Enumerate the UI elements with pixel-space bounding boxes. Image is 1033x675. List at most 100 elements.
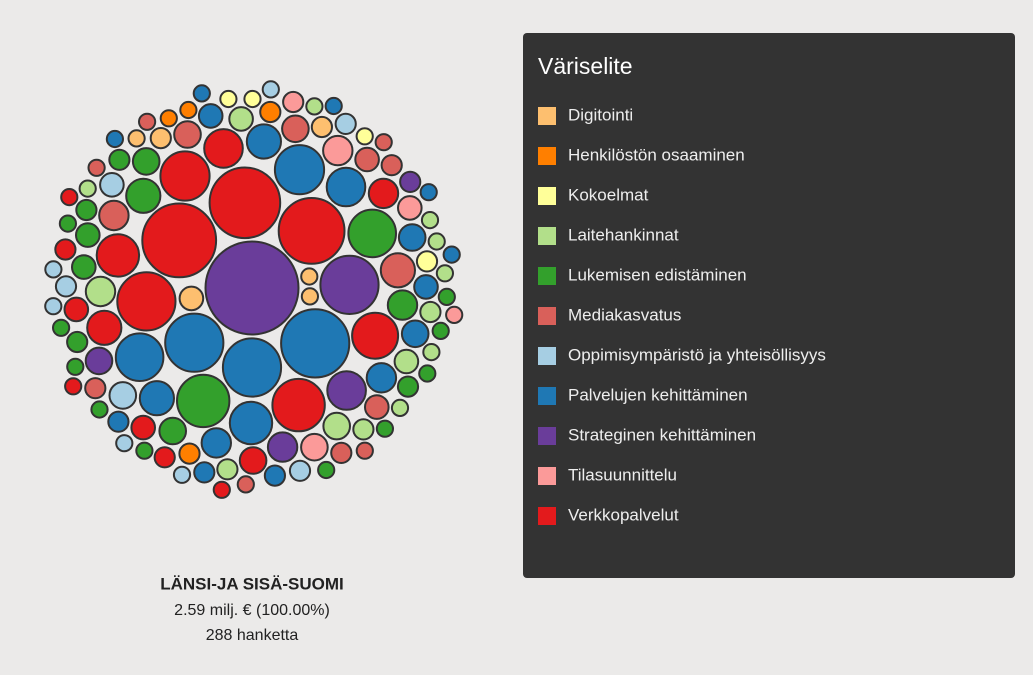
legend: Digitointi Henkilöstön osaaminen Kokoelmat… bbox=[538, 105, 826, 525]
bubble bbox=[393, 348, 420, 375]
bubble bbox=[245, 123, 282, 160]
bubble bbox=[138, 112, 157, 131]
bubble bbox=[397, 223, 427, 252]
bubble bbox=[379, 252, 416, 289]
bubble bbox=[418, 364, 437, 383]
bubble bbox=[300, 267, 319, 286]
bubble bbox=[435, 264, 454, 283]
bubble bbox=[300, 432, 329, 462]
bubble bbox=[138, 380, 175, 417]
bubble bbox=[108, 148, 131, 171]
bubble bbox=[108, 381, 138, 410]
bubble bbox=[127, 129, 146, 148]
bubble bbox=[326, 370, 367, 411]
legend-swatch bbox=[538, 307, 556, 325]
legend-swatch bbox=[538, 107, 556, 125]
bubble bbox=[324, 96, 343, 116]
bubble bbox=[442, 245, 461, 264]
legend-swatch bbox=[538, 147, 556, 165]
bubble bbox=[354, 146, 380, 173]
bubble bbox=[325, 166, 367, 208]
legend-swatch bbox=[538, 187, 556, 205]
legend-title: Väriselite bbox=[538, 53, 633, 79]
legend-swatch bbox=[538, 347, 556, 365]
bubble bbox=[84, 346, 114, 376]
bubble bbox=[365, 362, 398, 394]
bubble bbox=[90, 400, 109, 419]
bubble bbox=[178, 442, 201, 465]
bubble bbox=[355, 127, 374, 146]
bubble bbox=[54, 275, 78, 298]
bubble bbox=[400, 319, 430, 349]
bubble bbox=[114, 332, 165, 383]
bubble bbox=[355, 441, 374, 460]
bubble bbox=[445, 305, 464, 324]
bubble bbox=[52, 318, 71, 337]
bubble bbox=[107, 410, 130, 433]
bubble bbox=[200, 427, 233, 459]
bubble bbox=[95, 233, 141, 278]
bubble bbox=[259, 100, 282, 124]
bubble bbox=[351, 311, 400, 360]
bubble bbox=[334, 112, 357, 136]
bubble bbox=[228, 400, 274, 446]
legend-label: Oppimisympäristö ja yhteisöllisyys bbox=[568, 345, 826, 364]
bubble bbox=[98, 199, 130, 232]
legend-label: Henkilöstön osaaminen bbox=[568, 145, 745, 164]
bubble bbox=[288, 459, 312, 482]
bubble bbox=[173, 120, 202, 149]
bubble bbox=[271, 377, 326, 433]
bubble bbox=[322, 134, 354, 167]
bubble bbox=[131, 147, 161, 176]
legend-label: Digitointi bbox=[568, 105, 633, 124]
bubble bbox=[203, 128, 244, 169]
bubble bbox=[238, 446, 268, 475]
bubble bbox=[179, 100, 198, 120]
bubble bbox=[135, 441, 154, 460]
bubble bbox=[399, 170, 422, 193]
bubble bbox=[78, 179, 97, 198]
legend-swatch bbox=[538, 267, 556, 285]
bubble bbox=[208, 166, 282, 240]
bubble bbox=[172, 465, 192, 484]
bubble bbox=[380, 154, 403, 177]
bubble bbox=[116, 271, 177, 332]
bubble bbox=[413, 274, 439, 300]
caption-name: LÄNSI-JA SISÄ-SUOMI bbox=[160, 574, 344, 593]
bubble bbox=[397, 195, 423, 221]
legend-swatch bbox=[538, 427, 556, 445]
bubble bbox=[415, 250, 439, 273]
bubble bbox=[58, 214, 78, 233]
bubble bbox=[375, 419, 394, 438]
bubble bbox=[178, 285, 205, 312]
bubble bbox=[66, 357, 85, 376]
bubble bbox=[44, 260, 63, 279]
bubble bbox=[347, 208, 398, 259]
legend-label: Kokoelmat bbox=[568, 185, 649, 204]
bubble bbox=[273, 144, 326, 196]
bubble bbox=[86, 309, 123, 346]
bubble bbox=[60, 188, 79, 207]
bubble bbox=[427, 232, 446, 251]
bubble bbox=[374, 133, 393, 152]
bubble bbox=[322, 411, 352, 441]
bubble bbox=[282, 90, 305, 114]
bubble bbox=[330, 441, 353, 464]
bubble bbox=[153, 446, 176, 469]
bubble bbox=[197, 103, 224, 129]
bubble bbox=[243, 89, 262, 109]
bubble bbox=[115, 434, 134, 453]
bubble bbox=[420, 211, 440, 230]
bubble bbox=[280, 308, 351, 379]
legend-label: Lukemisen edistäminen bbox=[568, 265, 747, 284]
bubble bbox=[176, 373, 231, 429]
bubble bbox=[193, 461, 216, 484]
legend-label: Verkkopalvelut bbox=[568, 505, 679, 524]
bubble bbox=[75, 198, 98, 222]
bubble bbox=[310, 115, 333, 139]
bubble bbox=[158, 416, 187, 446]
bubble bbox=[216, 458, 239, 481]
legend-label: Mediakasvatus bbox=[568, 305, 681, 324]
bubble bbox=[263, 464, 286, 487]
